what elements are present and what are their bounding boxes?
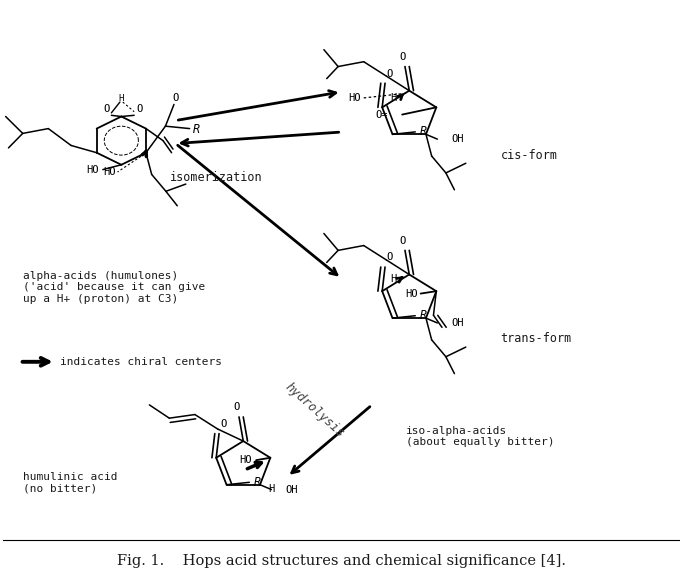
Text: humulinic acid
(no bitter): humulinic acid (no bitter)	[23, 472, 117, 493]
Text: cis-form: cis-form	[501, 148, 558, 161]
Text: R: R	[420, 125, 428, 139]
Text: O: O	[386, 252, 393, 262]
Text: iso-alpha-acids
(about equally bitter): iso-alpha-acids (about equally bitter)	[406, 426, 555, 447]
Text: O: O	[399, 52, 405, 62]
Text: O: O	[399, 235, 405, 246]
Text: O: O	[220, 419, 227, 429]
Text: R: R	[254, 476, 262, 489]
Text: trans-form: trans-form	[501, 332, 572, 345]
Text: indicates chiral centers: indicates chiral centers	[60, 357, 223, 367]
Text: H: H	[391, 274, 397, 284]
Text: HO: HO	[348, 93, 361, 103]
Text: HO: HO	[405, 289, 418, 299]
Text: R: R	[420, 309, 428, 322]
Text: O: O	[233, 403, 239, 412]
Text: O=: O=	[376, 110, 388, 119]
Text: Fig. 1.    Hops acid structures and chemical significance [4].: Fig. 1. Hops acid structures and chemica…	[117, 554, 566, 568]
Text: H: H	[391, 93, 397, 103]
Text: H: H	[119, 94, 124, 103]
Text: O: O	[137, 104, 143, 114]
Text: R: R	[193, 124, 200, 136]
Text: O: O	[172, 93, 178, 103]
Text: HO: HO	[104, 167, 116, 177]
Text: OH: OH	[451, 134, 464, 144]
Text: alpha-acids (humulones)
('acid' because it can give
up a H+ (proton) at C3): alpha-acids (humulones) ('acid' because …	[23, 270, 206, 304]
Text: HO: HO	[239, 455, 252, 465]
Text: H: H	[268, 484, 275, 494]
Text: OH: OH	[451, 318, 464, 328]
Text: HO: HO	[86, 165, 98, 175]
Text: O: O	[386, 68, 393, 78]
Text: O: O	[103, 104, 109, 114]
Text: isomerization: isomerization	[170, 172, 262, 184]
Text: hydrolysis: hydrolysis	[282, 380, 346, 441]
Text: OH: OH	[285, 484, 298, 495]
